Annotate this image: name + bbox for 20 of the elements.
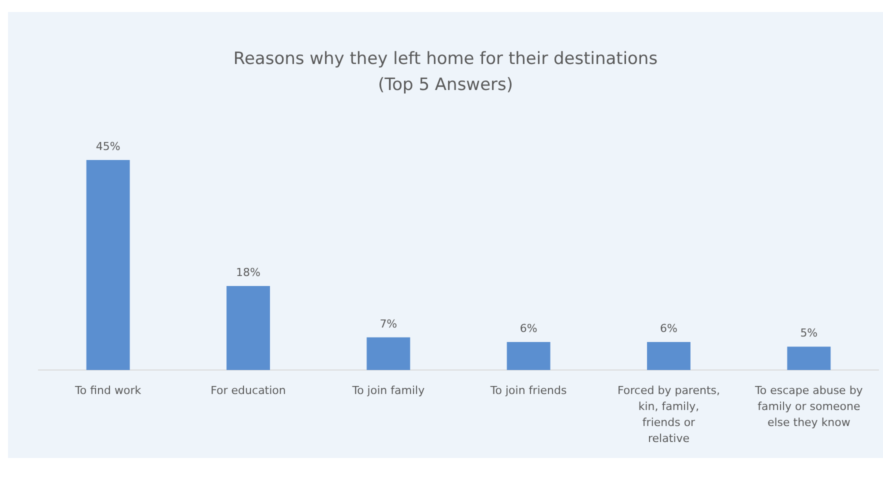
data-label: 7% [380, 317, 398, 330]
bar [226, 286, 270, 370]
x-tick-label: To find work [74, 384, 142, 397]
data-label: 45% [96, 140, 120, 153]
bar [366, 337, 410, 370]
x-tick-label: Forced by parents, kin, family, friends or relative [617, 384, 720, 445]
bar [647, 342, 690, 370]
x-tick-label: To join family [351, 384, 426, 397]
x-tick-label: For education [210, 384, 286, 397]
chart-subtitle: (Top 5 Answers) [378, 75, 514, 95]
bar [86, 160, 130, 370]
data-label: 6% [520, 322, 538, 335]
x-tick-label: To escape abuse by family or someone else they know [754, 384, 864, 429]
data-label: 5% [800, 326, 818, 340]
x-tick-label: To join friends [489, 384, 567, 397]
data-label: 6% [660, 322, 678, 335]
bar [787, 346, 831, 370]
bar [506, 342, 550, 370]
data-label: 18% [236, 266, 260, 279]
chart-title: Reasons why they left home for their destinations [233, 49, 658, 69]
